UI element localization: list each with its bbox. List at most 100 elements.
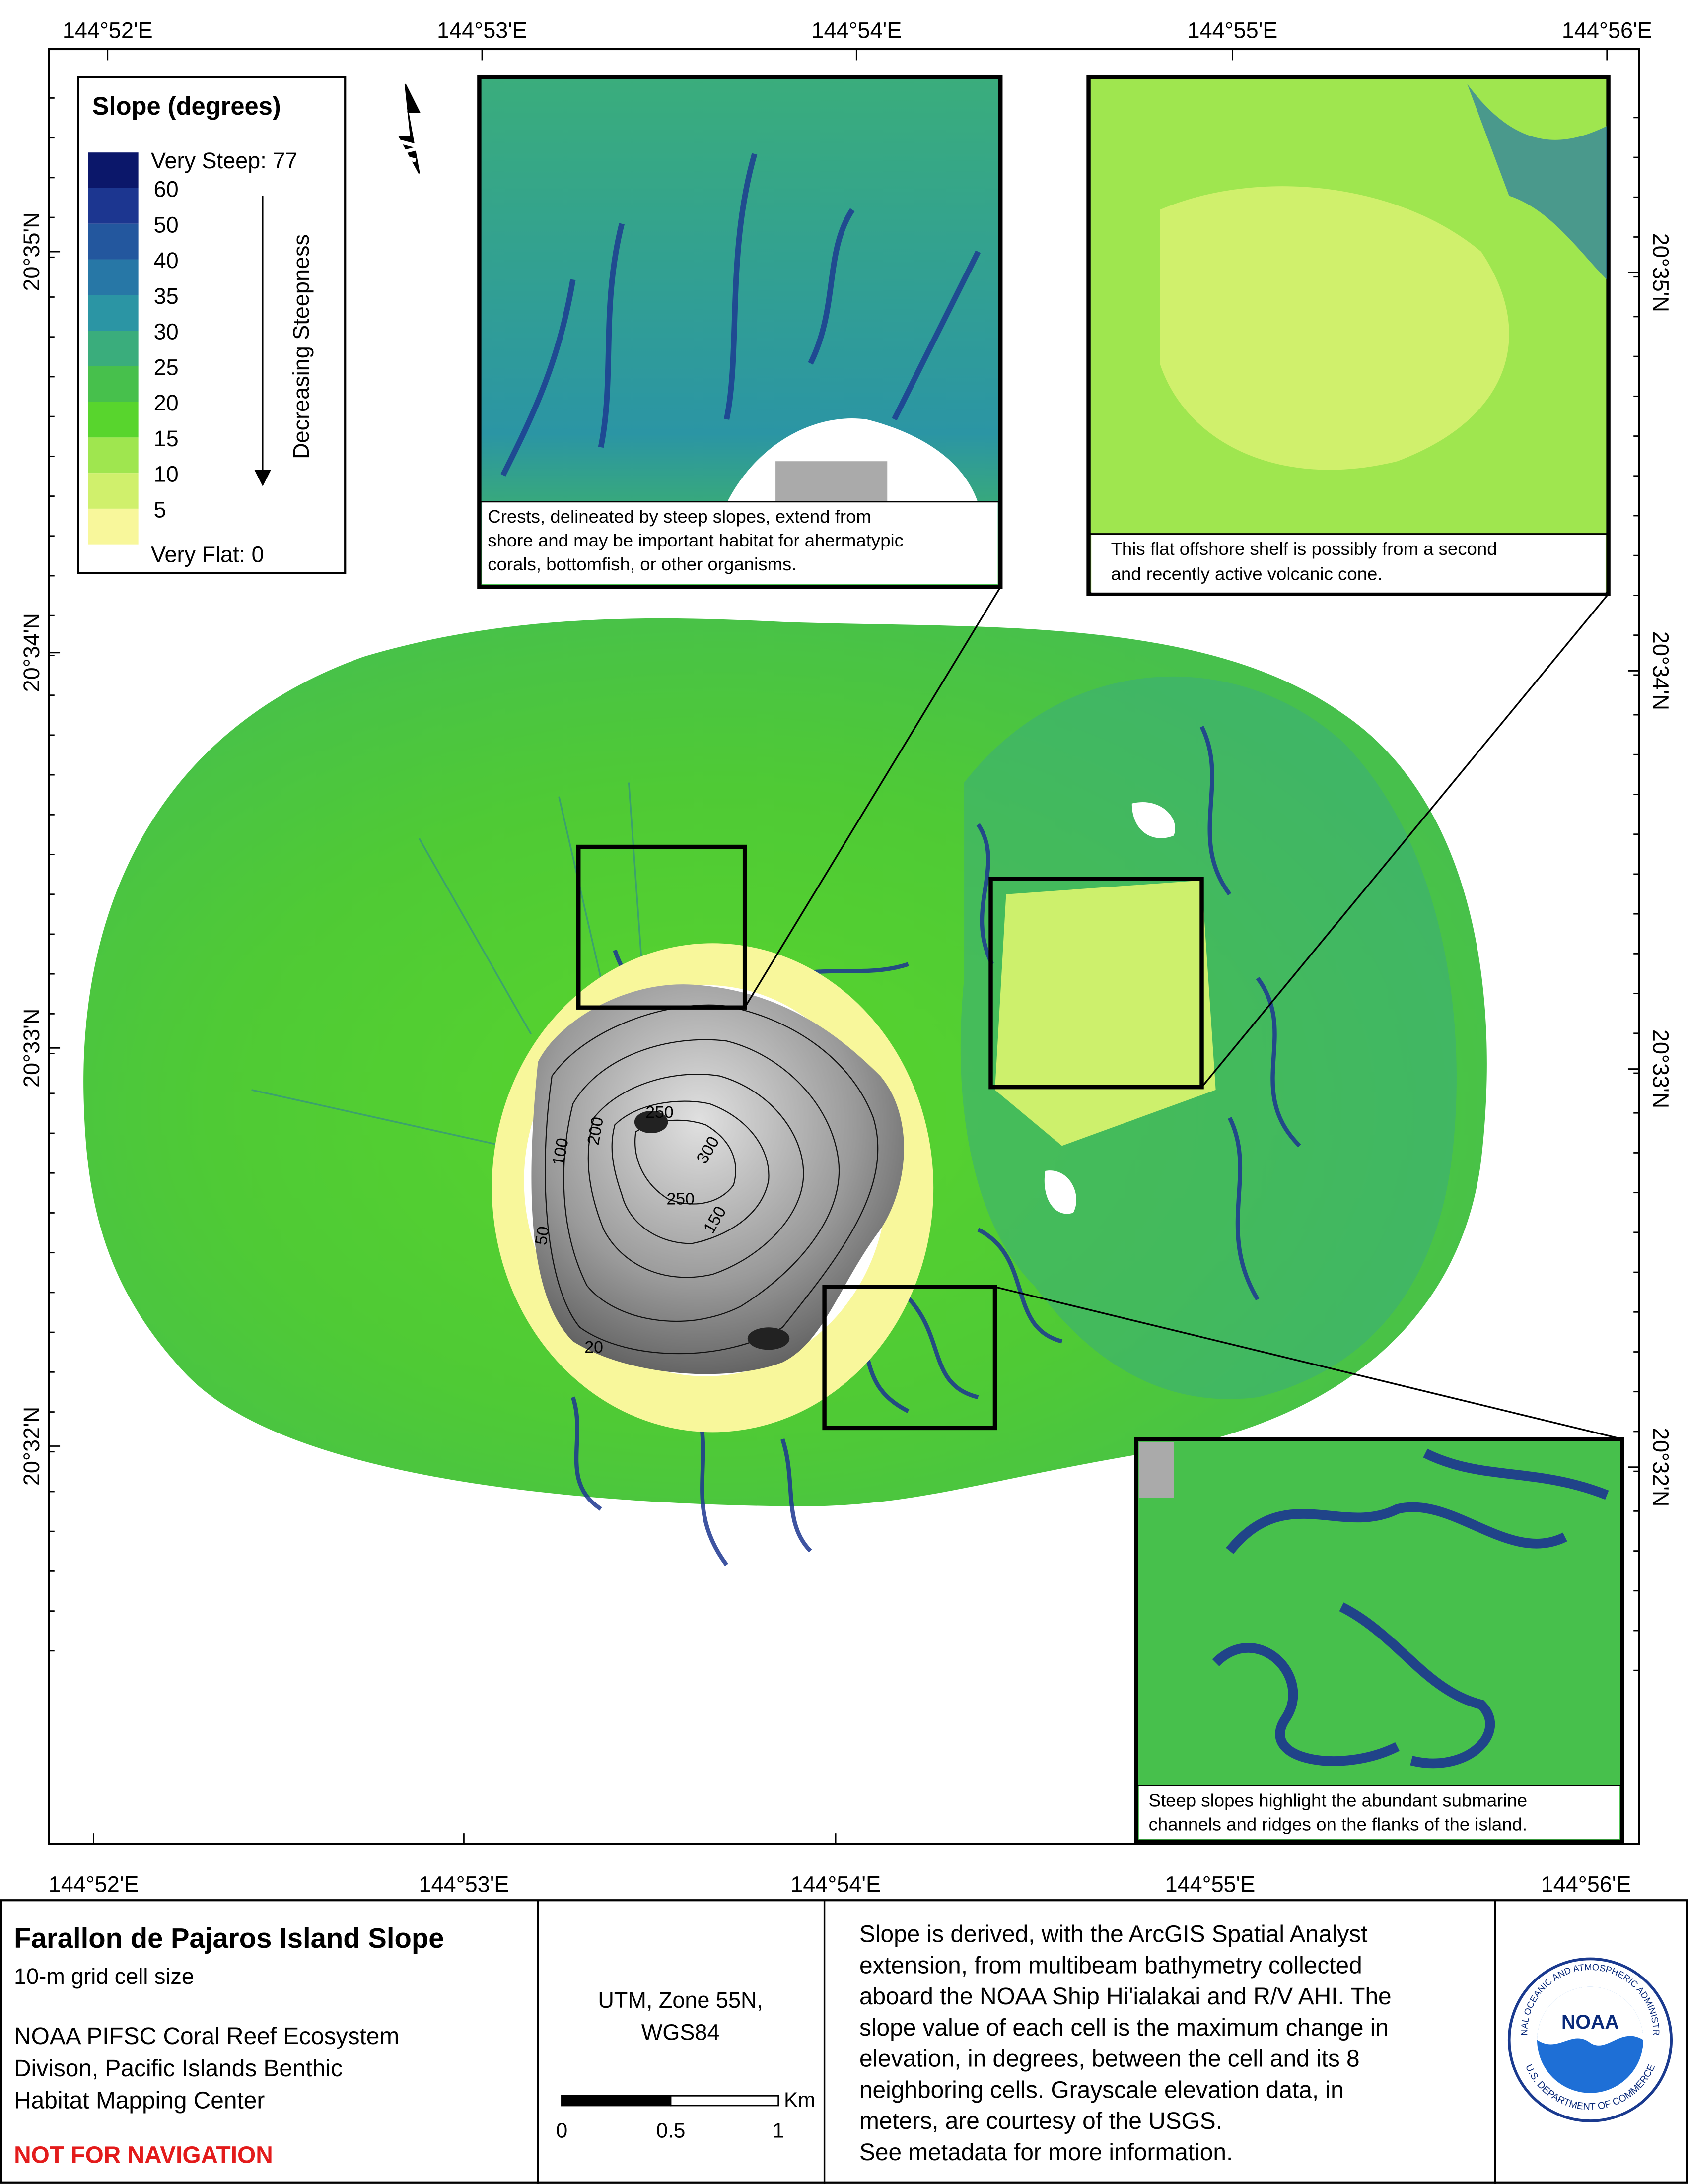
contours — [545, 1004, 879, 1355]
top-coord-label: 144°53'E — [437, 17, 527, 43]
right-coord-label: 20°35'N — [1648, 233, 1674, 312]
legend-swatch — [88, 508, 139, 545]
description-line: Slope is derived, with the ArcGIS Spatia… — [859, 1921, 1368, 1948]
bottom-coord-label: 144°55'E — [1165, 1871, 1256, 1897]
legend-label: Very Steep: 77 — [151, 148, 297, 173]
legend-label: 40 — [154, 248, 179, 273]
footer-description: Slope is derived, with the ArcGIS Spatia… — [859, 1921, 1392, 2166]
path-shape — [1467, 84, 1607, 280]
island-relief — [531, 984, 904, 1374]
footer-title: Farallon de Pajaros Island Slope — [14, 1922, 444, 1954]
rock — [747, 1327, 790, 1350]
g-shape — [500, 153, 981, 477]
bottom-coord-label: 144°53'E — [419, 1871, 509, 1897]
inset-caption: This flat offshore shelf is possibly fro… — [1111, 539, 1497, 559]
contour-label: 20 — [584, 1338, 603, 1357]
path-shape — [598, 223, 625, 448]
path-shape — [1226, 1502, 1567, 1554]
g-shape — [1212, 1448, 1609, 1769]
legend-swatch — [88, 402, 139, 438]
footer-projection: UTM, Zone 55N, WGS84 — [598, 1987, 763, 2045]
scale-bar-black — [561, 2095, 672, 2107]
graticule-ticks: 144°52'E 144°53'E 144°54'E 144°55'E 144°56'E… — [19, 17, 1674, 1897]
path-shape — [697, 1411, 728, 1567]
legend-swatch — [88, 437, 139, 474]
legend-label: 50 — [154, 212, 179, 237]
legend-label: 60 — [154, 176, 179, 202]
bottom-coord-label: 144°52'E — [49, 1871, 139, 1897]
path-shape — [587, 1073, 804, 1278]
legend-label: 25 — [154, 354, 179, 380]
data-gap — [1044, 1170, 1076, 1214]
bottom-coord-label: 144°56'E — [1541, 1871, 1631, 1897]
legend-label: 10 — [154, 462, 179, 487]
line-shape — [1201, 593, 1609, 1088]
legend-title: Slope (degrees) — [92, 92, 281, 120]
contour-label: 250 — [645, 1103, 673, 1122]
inset-extents — [576, 844, 1204, 1431]
rect-shape — [988, 877, 1204, 1090]
rect-shape — [482, 501, 998, 584]
scale-unit: Km — [784, 2088, 815, 2112]
inset-caption: corals, bottomfish, or other organisms. — [488, 554, 796, 574]
contour-label: 250 — [667, 1190, 695, 1209]
projection-line: UTM, Zone 55N, — [598, 1987, 763, 2013]
path-shape — [611, 1100, 770, 1244]
line-shape — [994, 1286, 1623, 1440]
inset-caption: shore and may be important habitat for a… — [488, 530, 904, 550]
left-coord-label: 20°35'N — [19, 212, 44, 291]
rect-shape — [1138, 1442, 1174, 1498]
legend-entries: Very Steep: 77 60 50 40 35 30 25 20 15 10 5 Very Fl… — [88, 148, 297, 567]
contour-label: 50 — [532, 1225, 554, 1247]
path-shape — [545, 1004, 879, 1355]
credit-line: Divison, Pacific Islands Benthic — [14, 2055, 343, 2082]
legend-label: 35 — [154, 283, 179, 309]
inset-caption: channels and ridges on the flanks of the… — [1149, 1814, 1528, 1835]
top-coord-label: 144°52'E — [63, 17, 153, 43]
legend-swatch — [88, 295, 139, 331]
path-shape — [780, 1438, 812, 1553]
description-line: aboard the NOAA Ship Hi'ialakai and R/V … — [859, 1983, 1392, 2010]
path-shape — [563, 1039, 840, 1322]
footer-box — [0, 1899, 1688, 2184]
path-shape — [724, 153, 758, 420]
scale-bar-white — [670, 2095, 779, 2107]
bottom-coord-label: 144°54'E — [790, 1871, 881, 1897]
leader-lines — [744, 586, 1623, 1440]
path-shape — [1339, 1602, 1495, 1769]
scale-label: 1 — [773, 2119, 784, 2142]
footer-subtitle: 10-m grid cell size — [14, 1964, 194, 1989]
line-shape — [744, 586, 1001, 1008]
legend-label: 5 — [154, 497, 166, 522]
legend-swatch — [88, 259, 139, 295]
right-coord-label: 20°34'N — [1648, 631, 1674, 710]
inset-caption: and recently active volcanic cone. — [1111, 563, 1383, 584]
top-coord-label: 144°54'E — [811, 17, 902, 43]
left-coord-label: 20°32'N — [19, 1407, 44, 1486]
path-shape — [500, 279, 576, 477]
path-shape — [893, 1284, 979, 1400]
path-shape — [808, 208, 855, 365]
rect-shape — [822, 1285, 997, 1431]
legend-label: 20 — [154, 390, 179, 415]
legend-swatch — [88, 473, 139, 509]
line-shape — [628, 782, 644, 978]
credit-line: NOAA PIFSC Coral Reef Ecosystem — [14, 2023, 399, 2049]
inset-caption: Steep slopes highlight the abundant subm… — [1149, 1790, 1528, 1811]
scale-label: 0 — [556, 2119, 567, 2142]
right-coord-label: 20°33'N — [1648, 1029, 1674, 1108]
rect-shape — [1134, 1437, 1624, 1844]
legend-swatch — [88, 223, 139, 260]
top-coord-label: 144°55'E — [1188, 17, 1278, 43]
path-shape — [976, 823, 994, 965]
left-coord-label: 20°34'N — [19, 613, 44, 692]
scale-label: 0.5 — [656, 2119, 686, 2142]
right-coord-label: 20°32'N — [1648, 1428, 1674, 1506]
path-shape — [1160, 186, 1509, 470]
description-line: neighboring cells. Grayscale elevation d… — [859, 2077, 1344, 2103]
inset-shelf — [1086, 74, 1611, 596]
data-gap — [1131, 802, 1175, 838]
footer-dividers — [537, 1900, 1496, 2184]
logo-center: NOAA — [1561, 2011, 1619, 2033]
